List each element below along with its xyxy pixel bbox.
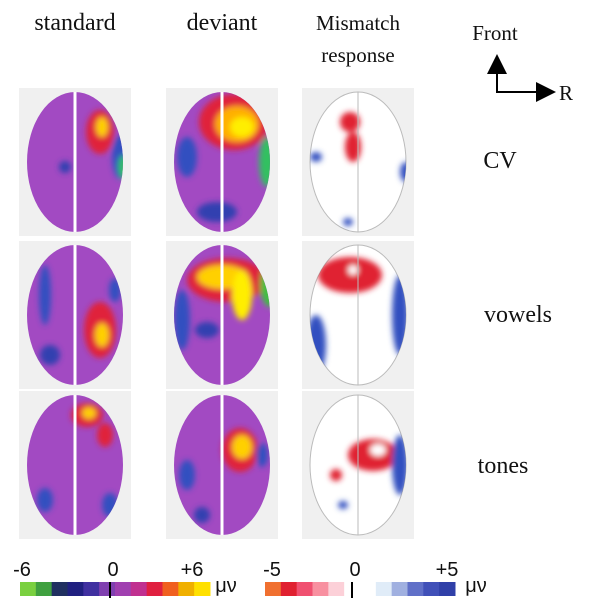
row-label: tones [478, 453, 529, 479]
topomap [19, 391, 131, 539]
colorbar-label: +5 [436, 559, 459, 581]
colorbar-segment [265, 582, 281, 596]
activity-blob [232, 270, 252, 320]
activity-blob [59, 161, 71, 173]
column-header: standard [34, 10, 115, 36]
page: {"column_headers": ["standard", "deviant… [0, 0, 589, 600]
colorbar-segment [178, 582, 194, 596]
colorbar-label: -5 [263, 559, 281, 581]
row-label: vowels [484, 302, 552, 328]
activity-blob [194, 507, 210, 523]
activity-blob [330, 469, 342, 481]
colorbar-segment [408, 582, 424, 596]
topographic-maps [19, 88, 414, 539]
colorbar-segment [99, 582, 115, 596]
activity-blob [318, 257, 382, 293]
topomap [302, 241, 414, 389]
activity-blob [40, 345, 60, 365]
colorbar-segment [68, 582, 84, 596]
colorbar-label: -6 [13, 559, 31, 581]
colorbar-unit: μν [215, 575, 237, 597]
colorbar-segment [297, 582, 313, 596]
topomap [166, 88, 278, 236]
colorbar-segment [115, 582, 131, 596]
topomap [166, 241, 280, 389]
activity-blob [97, 423, 113, 447]
colorbar-segment [20, 582, 36, 596]
colorbar-segment [328, 582, 344, 596]
activity-blob [310, 152, 322, 162]
activity-blob [370, 444, 386, 456]
column-header: deviant [187, 10, 258, 36]
activity-blob [348, 265, 358, 275]
topomap [302, 88, 414, 236]
colorbar-segment [83, 582, 99, 596]
activity-blob [348, 439, 398, 471]
topomap [302, 391, 414, 539]
colorbar-segment [376, 582, 392, 596]
activity-blob [37, 488, 53, 512]
topomap [166, 391, 278, 539]
colorbar-segment [36, 582, 52, 596]
colorbar-label: 0 [349, 559, 360, 581]
colorbar-label: 0 [107, 559, 118, 581]
activity-blob [232, 435, 252, 459]
activity-blob [343, 218, 353, 226]
activity-blob [195, 322, 219, 338]
colorbar-label: +6 [181, 559, 204, 581]
colorbar-segment [163, 582, 179, 596]
topomap [19, 241, 131, 389]
activity-blob [345, 132, 361, 162]
topomap [19, 88, 131, 236]
activity-blob [256, 443, 268, 467]
column-header: response [321, 43, 394, 67]
colorbar-segment [392, 582, 408, 596]
colorbar-segment [313, 582, 329, 596]
figure: standard deviant Mismatch response Front… [0, 0, 589, 600]
colorbar-segment [360, 582, 376, 596]
colorbar-segment [147, 582, 163, 596]
colorbars [20, 582, 456, 598]
activity-blob [96, 117, 108, 137]
activity-blob [95, 323, 109, 347]
row-label: CV [483, 148, 517, 174]
colorbar-segment [423, 582, 439, 596]
colorbar-unit: μν [465, 575, 487, 597]
activity-blob [197, 202, 237, 222]
colorbar-segment [131, 582, 147, 596]
colorbar-segment [194, 582, 210, 596]
activity-blob [82, 407, 96, 419]
column-header: Mismatch [316, 11, 400, 35]
colorbar-segment [439, 582, 455, 596]
right-label: R [559, 81, 573, 105]
body: standard deviant Mismatch response Front… [0, 0, 589, 600]
activity-blob [39, 265, 51, 325]
activity-blob [179, 460, 195, 490]
activity-blob [230, 117, 254, 137]
front-label: Front [472, 21, 518, 45]
activity-blob [338, 501, 348, 509]
activity-blob [177, 137, 197, 177]
colorbar-segment [52, 582, 68, 596]
colorbar-segment [281, 582, 297, 596]
activity-blob [340, 112, 360, 132]
